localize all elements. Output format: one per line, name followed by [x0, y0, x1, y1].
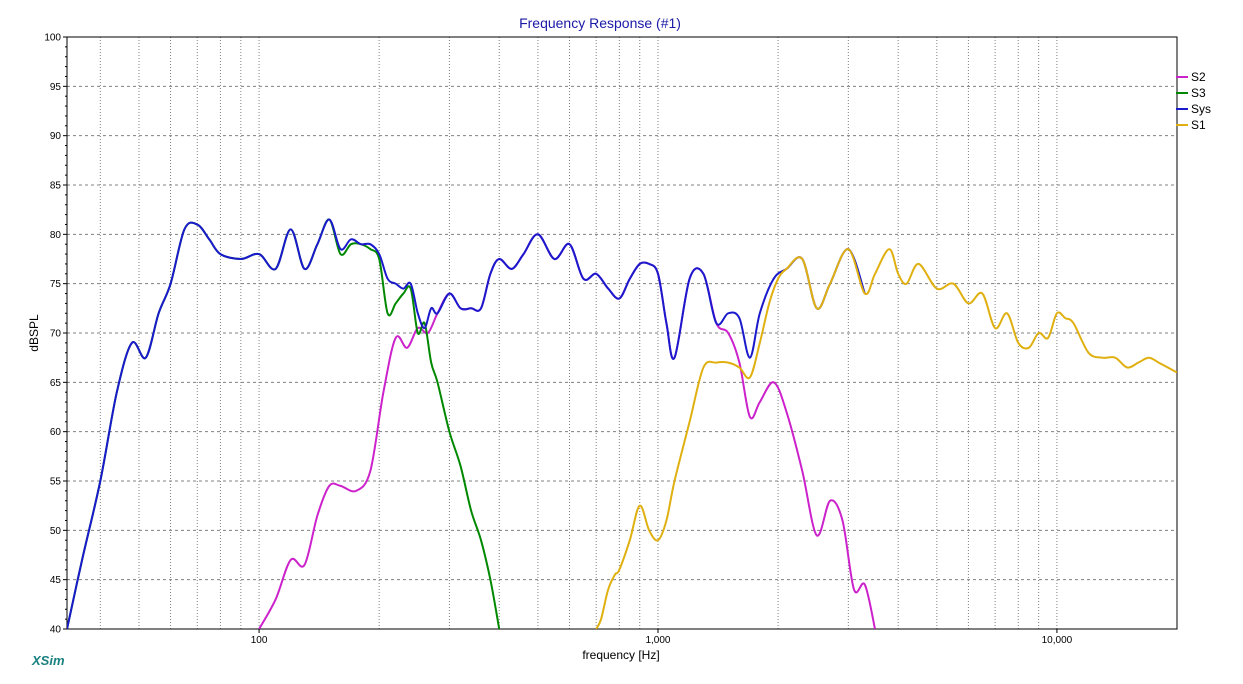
- x-tick-label: 1,000: [645, 635, 670, 646]
- series-line-s1: [595, 248, 1177, 629]
- y-tick-label: 50: [50, 526, 62, 537]
- y-tick-label: 75: [50, 279, 62, 290]
- legend: S2 S3 Sys S1: [1176, 70, 1211, 132]
- brand-logo: XSim: [31, 653, 65, 668]
- y-tick-label: 80: [50, 230, 62, 241]
- y-tick-label: 85: [50, 181, 62, 192]
- series-lines: [67, 218, 1177, 629]
- x-tick-label: 100: [251, 635, 268, 646]
- legend-label-s2: S2: [1191, 70, 1206, 84]
- y-axis-label: dBSPL: [27, 314, 41, 352]
- y-tick-label: 45: [50, 575, 62, 586]
- y-tick-label: 95: [50, 82, 62, 93]
- legend-label-s3: S3: [1191, 86, 1206, 100]
- x-axis-label: frequency [Hz]: [582, 648, 659, 662]
- y-tick-label: 65: [50, 378, 62, 389]
- y-tick-label: 60: [50, 427, 62, 438]
- axis-ticks: 40 45 50 55 60 65 70 75 80 85 90 95 100 100 1,000 10,00…: [44, 33, 1072, 647]
- y-tick-label: 55: [50, 477, 62, 488]
- x-tick-label: 10,000: [1042, 635, 1073, 646]
- legend-label-sys: Sys: [1191, 102, 1211, 116]
- chart-title: Frequency Response (#1): [519, 15, 681, 31]
- y-tick-label: 70: [50, 329, 62, 340]
- grid: [67, 37, 1177, 629]
- y-tick-label: 100: [44, 33, 61, 44]
- legend-label-s1: S1: [1191, 118, 1206, 132]
- series-line-sys: [67, 218, 866, 629]
- y-tick-label: 40: [50, 625, 62, 636]
- y-tick-label: 90: [50, 131, 62, 142]
